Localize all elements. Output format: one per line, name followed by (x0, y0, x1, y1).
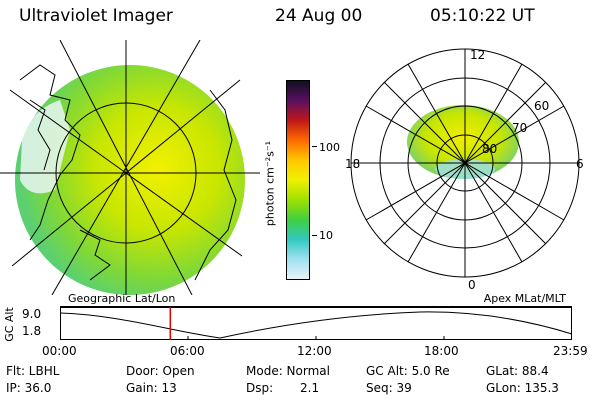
time-tick-1200: 12:00 (297, 344, 332, 358)
geographic-title: Geographic Lat/Lon (68, 292, 176, 305)
colorbar-tick-100: 100 (319, 141, 340, 154)
gain-info: Gain: 13 (126, 381, 177, 395)
colorbar-label: photon cm⁻²s⁻¹ (263, 140, 277, 227)
colorbar-gradient (287, 81, 309, 279)
coastline-east (194, 89, 237, 281)
dsp-value: 2.1 (300, 381, 320, 395)
glat-info: GLat: 88.4 (486, 364, 549, 378)
colorbar-tick-mark (312, 146, 317, 147)
date-label: 24 Aug 00 (275, 6, 363, 26)
timeline-ymin: 1.8 (22, 324, 42, 338)
coastline-south (79, 229, 111, 281)
time-tick-0000: 00:00 (42, 344, 77, 358)
seq-info: Seq: 39 (366, 381, 412, 395)
glon-info: GLon: 135.3 (486, 381, 559, 395)
door-info: Door: Open (126, 364, 195, 378)
time-tick-2359: 23:59 (553, 344, 588, 358)
mlt-label-6: 6 (576, 157, 584, 171)
coastline-inlet (29, 99, 51, 171)
polar-mlt-plot: 12 18 6 0 60 70 80 (345, 48, 584, 292)
dayglow-patch (20, 100, 70, 194)
altitude-curve (60, 311, 572, 339)
timeline-frame (60, 307, 572, 340)
gc-alt-info: GC Alt: 5.0 Re (366, 364, 450, 378)
time-label: 05:10:22 UT (430, 6, 535, 26)
mlt-label-12: 12 (470, 48, 485, 62)
timeline-ticks (187, 336, 445, 340)
time-tick-1800: 18:00 (424, 344, 459, 358)
instrument-title: Ultraviolet Imager (19, 6, 173, 26)
colorbar-tick-mark (312, 235, 317, 236)
dsp-label: Dsp: (246, 381, 274, 395)
apex-title: Apex MLat/MLT (483, 292, 566, 305)
time-tick-0600: 06:00 (170, 344, 205, 358)
meridian-line (51, 40, 201, 295)
colorbar-tick-10: 10 (319, 229, 333, 242)
mlt-label-0: 0 (468, 278, 476, 292)
lat-label-60: 60 (534, 99, 549, 113)
lat-label-80: 80 (482, 142, 497, 156)
altitude-timeline[interactable] (60, 307, 572, 340)
mode-info: Mode: Normal (246, 364, 330, 378)
lat-label-70: 70 (512, 121, 527, 135)
colorbar (286, 80, 310, 280)
auroral-oval (407, 105, 519, 179)
filter-info: Flt: LBHL (6, 364, 60, 378)
geographic-image-panel (0, 40, 260, 295)
mlt-line (365, 105, 565, 221)
timeline-title-bar: Geographic Lat/Lon Apex MLat/MLT (60, 292, 572, 307)
timeline-ymax: 9.0 (22, 307, 42, 321)
mlt-label-18: 18 (345, 157, 360, 171)
meridian-line (11, 79, 241, 267)
ip-info: IP: 36.0 (6, 381, 52, 395)
timeline-ylabel: GC Alt (2, 307, 16, 342)
